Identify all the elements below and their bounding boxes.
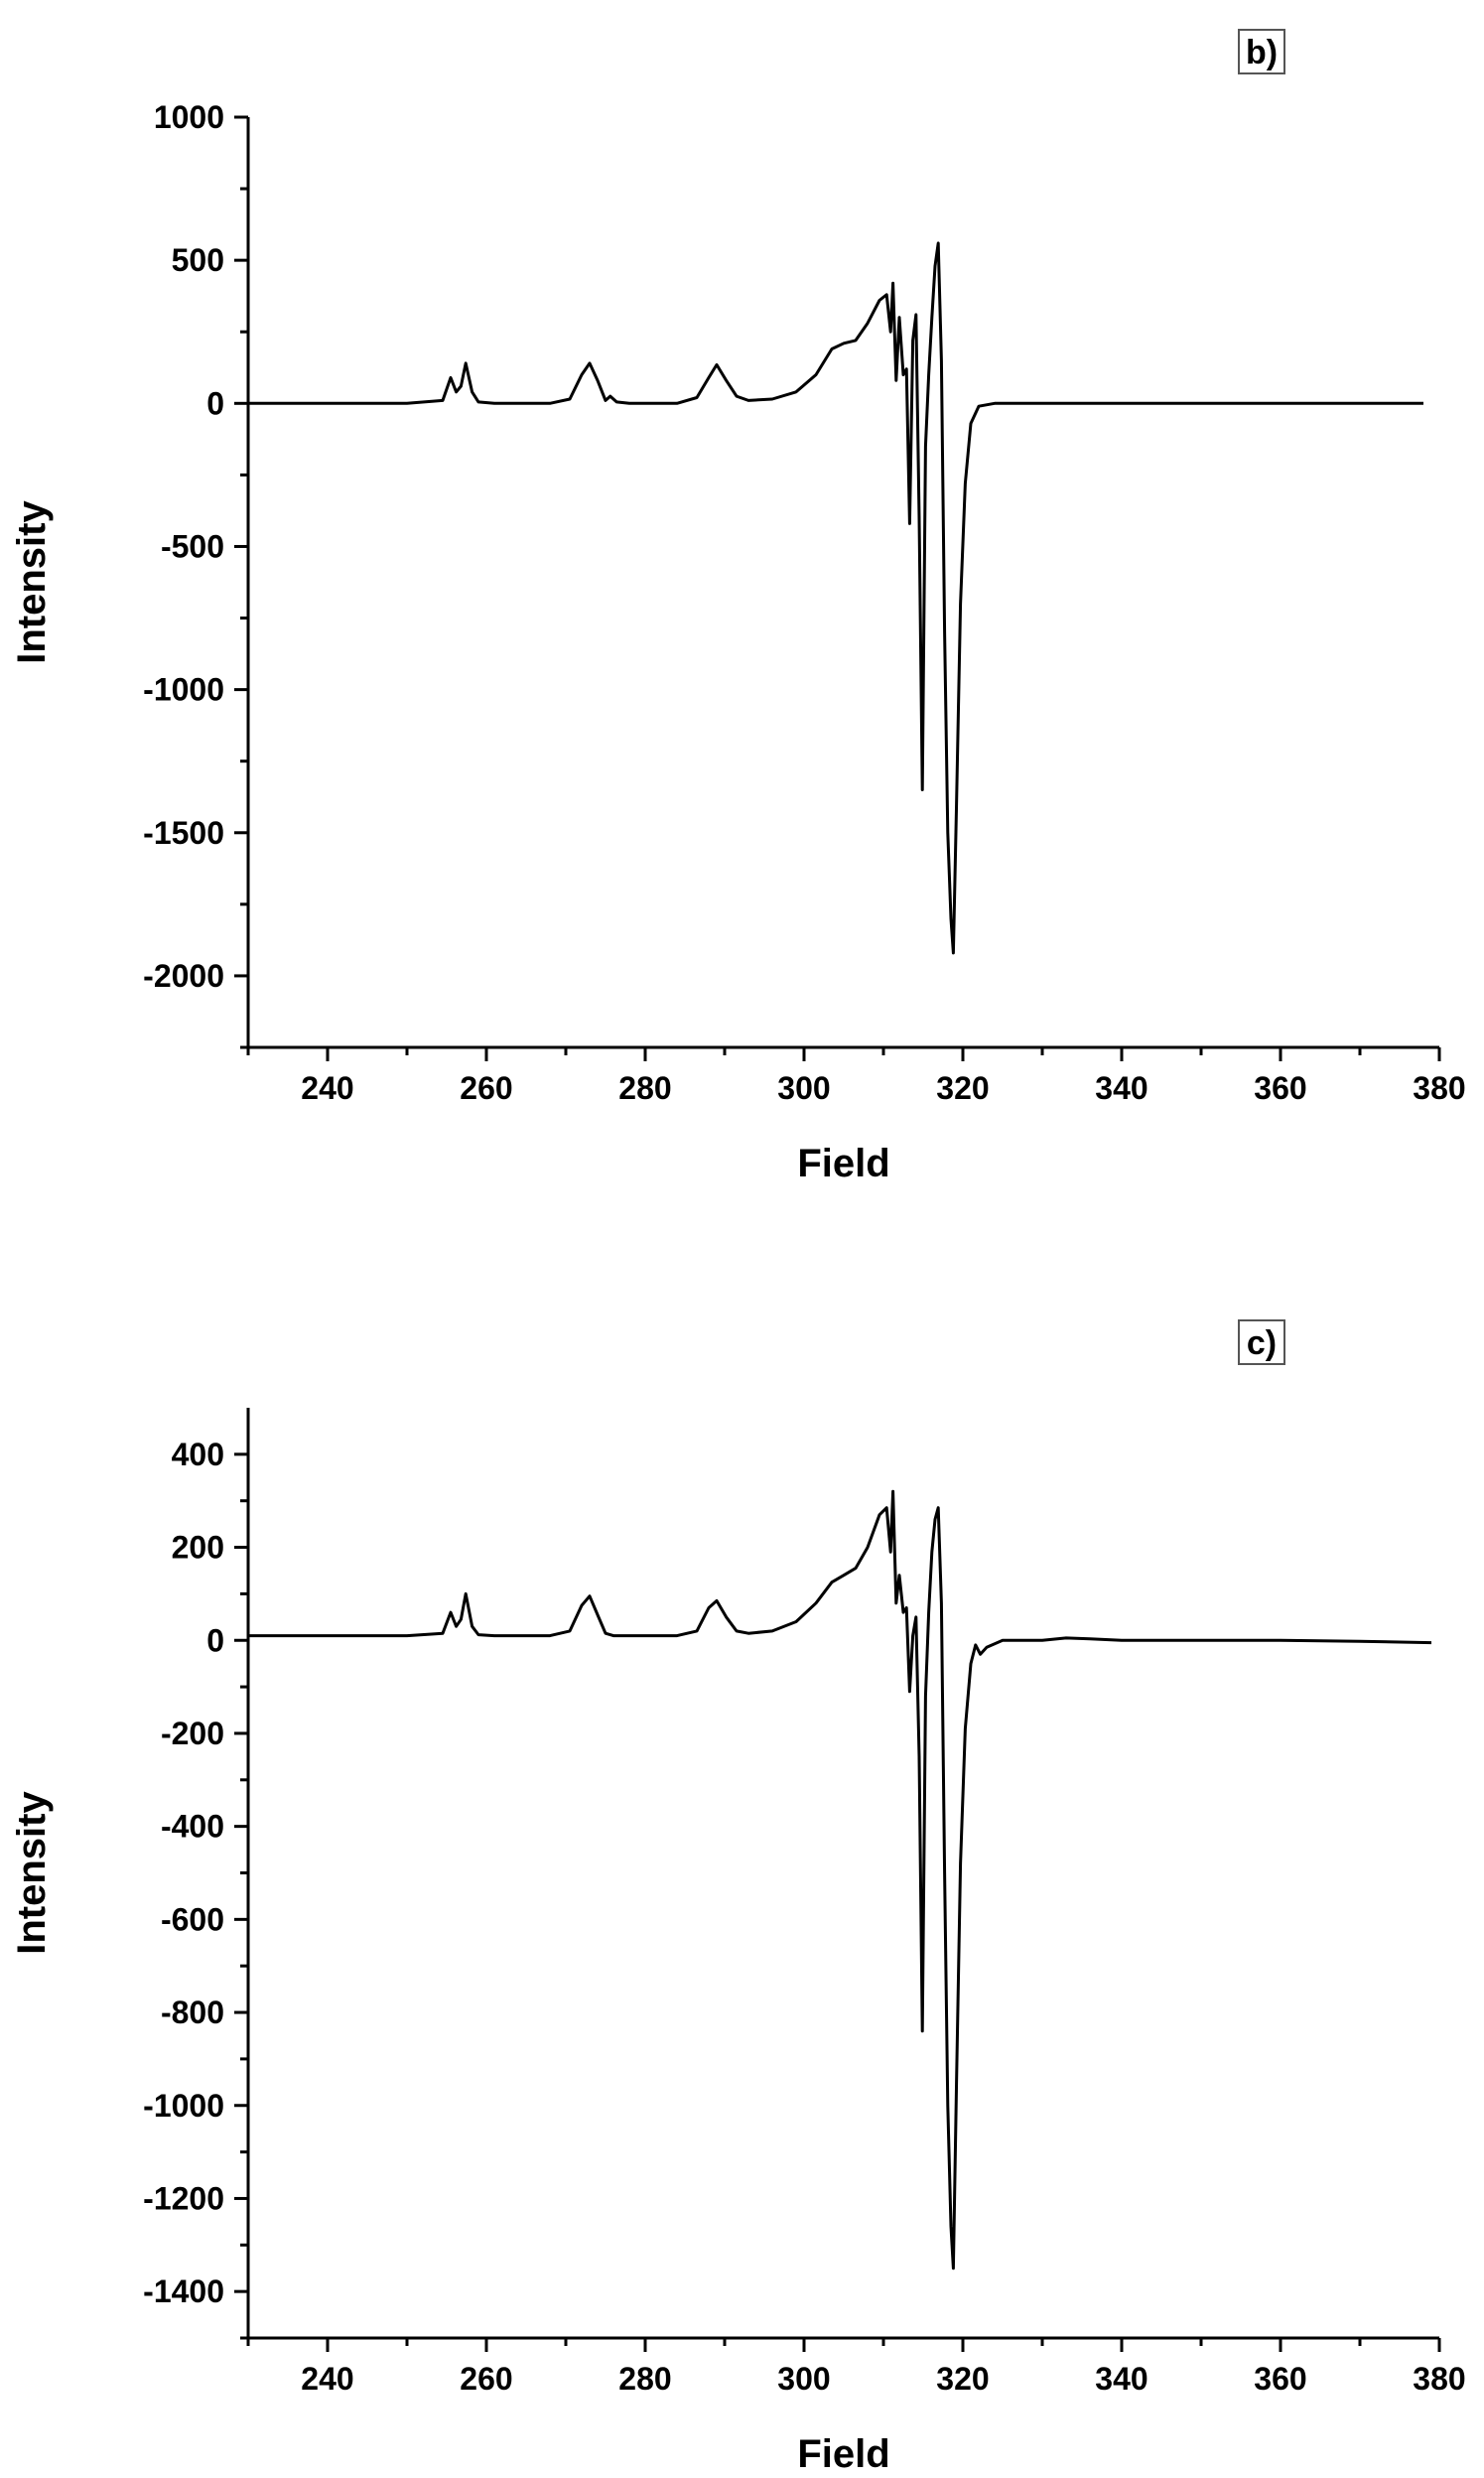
x-tick-label: 320 — [936, 1070, 989, 1106]
panel-label-box — [1238, 29, 1285, 74]
x-tick-label: 320 — [936, 2361, 989, 2397]
panel-label: b) — [1246, 34, 1278, 71]
y-tick-label: -200 — [161, 1716, 224, 1751]
x-tick-label: 360 — [1254, 1070, 1306, 1106]
y-axis-title: Intensity — [10, 500, 54, 664]
x-tick-label: 280 — [618, 2361, 671, 2397]
panel-label: c) — [1247, 1324, 1277, 1362]
x-axis-title: Field — [797, 1142, 889, 1185]
y-tick-label: -800 — [161, 1995, 224, 2030]
y-tick-label: 200 — [172, 1530, 224, 1566]
y-tick-label: -1200 — [143, 2180, 224, 2216]
y-tick-label: -1000 — [143, 672, 224, 708]
y-tick-label: -600 — [161, 1901, 224, 1937]
x-tick-label: 360 — [1254, 2361, 1306, 2397]
y-tick-label: -500 — [161, 528, 224, 564]
y-tick-label: -1000 — [143, 2088, 224, 2124]
y-tick-label: -2000 — [143, 958, 224, 994]
x-tick-label: 300 — [777, 2361, 830, 2397]
x-tick-label: 380 — [1413, 1070, 1465, 1106]
y-tick-label: -400 — [161, 1809, 224, 1845]
x-axis-title: Field — [797, 2432, 889, 2476]
x-tick-label: 260 — [460, 1070, 512, 1106]
x-tick-label: 380 — [1413, 2361, 1465, 2397]
x-tick-label: 300 — [777, 1070, 830, 1106]
x-tick-label: 280 — [618, 1070, 671, 1106]
y-tick-label: 500 — [172, 242, 224, 278]
chart-panel-b: 240 260 280 300 320 340 360 380 1000 500 0 -500 -100… — [10, 29, 1466, 1185]
spectrum-line — [248, 241, 1423, 955]
y-tick-label: -1500 — [143, 815, 224, 851]
chart-panel-c: 240 260 280 300 320 340 360 380 400 200 0 -200 -400 -… — [10, 1319, 1466, 2476]
x-tick-label: 240 — [301, 2361, 353, 2397]
y-tick-label: 1000 — [154, 99, 224, 135]
y-tick-label: 0 — [206, 1622, 224, 1658]
y-axis-title: Intensity — [10, 1791, 54, 1955]
spectrum-line — [248, 1489, 1432, 2271]
y-tick-label: 400 — [172, 1437, 224, 1472]
panel-label-box — [1238, 1319, 1285, 1365]
x-tick-label: 260 — [460, 2361, 512, 2397]
x-tick-label: 340 — [1095, 2361, 1147, 2397]
x-tick-label: 340 — [1095, 1070, 1147, 1106]
y-tick-label: 0 — [206, 385, 224, 421]
x-tick-label: 240 — [301, 1070, 353, 1106]
y-tick-label: -1400 — [143, 2273, 224, 2309]
